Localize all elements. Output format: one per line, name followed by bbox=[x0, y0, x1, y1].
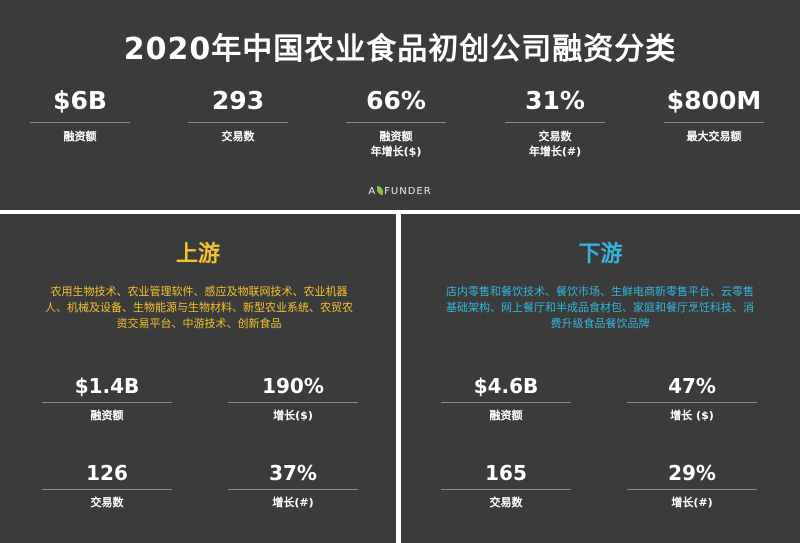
summary-section: 2020年中国农业食品初创公司融资分类 $6B 融资额 293 交易数 66% … bbox=[0, 0, 800, 210]
stat-value: 66% bbox=[366, 86, 426, 115]
downstream-metric-deals: 165 交易数 bbox=[441, 459, 571, 510]
page-title: 2020年中国农业食品初创公司融资分类 bbox=[123, 32, 677, 67]
leaf-icon bbox=[377, 186, 384, 195]
metric-label: 增长(#) bbox=[272, 496, 314, 509]
upstream-description: 农用生物技术、农业管理软件、感应及物联网技术、农业机器人、机械及设备、生物能源与… bbox=[45, 285, 353, 330]
stat-funding: $6B 融资额 bbox=[30, 84, 130, 144]
stat-divider bbox=[664, 122, 764, 123]
stat-funding-growth: 66% 融资额 年增长($) bbox=[346, 84, 446, 159]
metric-label: 融资额 bbox=[489, 409, 523, 422]
downstream-metric-funding-growth: 47% 增长 ($) bbox=[627, 372, 757, 423]
metric-label: 增长 ($) bbox=[670, 409, 714, 422]
metric-label: 增长($) bbox=[273, 409, 313, 422]
metric-divider bbox=[441, 402, 571, 403]
metric-value: 190% bbox=[262, 374, 324, 398]
stat-value: 31% bbox=[525, 86, 585, 115]
stat-largest-deal: $800M 最大交易额 bbox=[664, 84, 764, 144]
downstream-panel: 下游 店内零售和餐饮技术、餐饮市场、生鲜电商新零售平台、云零售基础架构、网上餐厅… bbox=[401, 214, 800, 543]
upstream-metric-deals: 126 交易数 bbox=[42, 459, 172, 510]
metric-value: 165 bbox=[485, 461, 527, 485]
stat-label: 交易数 bbox=[538, 130, 572, 143]
metric-label: 交易数 bbox=[90, 496, 124, 509]
upstream-panel: 上游 农用生物技术、农业管理软件、感应及物联网技术、农业机器人、机械及设备、生物… bbox=[0, 214, 396, 543]
stat-value: $6B bbox=[53, 86, 107, 115]
stat-label: 交易数 bbox=[221, 130, 255, 143]
logo-suffix: FUNDER bbox=[384, 186, 432, 197]
metric-label: 增长(#) bbox=[671, 496, 713, 509]
upstream-metric-deals-growth: 37% 增长(#) bbox=[228, 459, 358, 510]
stat-divider bbox=[188, 122, 288, 123]
metric-value: $4.6B bbox=[473, 374, 539, 398]
metric-divider bbox=[228, 489, 358, 490]
stat-deals-growth: 31% 交易数 年增长(#) bbox=[505, 84, 605, 159]
metric-divider bbox=[627, 489, 757, 490]
upstream-metric-funding-growth: 190% 增长($) bbox=[228, 372, 358, 423]
downstream-title: 下游 bbox=[578, 242, 623, 267]
metric-divider bbox=[42, 402, 172, 403]
stat-divider bbox=[505, 122, 605, 123]
downstream-metric-deals-growth: 29% 增长(#) bbox=[627, 459, 757, 510]
stat-deals: 293 交易数 bbox=[188, 84, 288, 144]
metric-divider bbox=[441, 489, 571, 490]
upstream-metric-funding: $1.4B 融资额 bbox=[42, 372, 172, 423]
agfunder-logo: A FUNDER bbox=[0, 186, 800, 197]
stat-divider bbox=[30, 122, 130, 123]
metric-value: 29% bbox=[668, 461, 716, 485]
stat-divider bbox=[346, 122, 446, 123]
stat-label: 融资额 bbox=[63, 130, 97, 143]
metric-label: 融资额 bbox=[90, 409, 124, 422]
metric-value: 37% bbox=[269, 461, 317, 485]
logo-prefix: A bbox=[368, 186, 377, 197]
downstream-metric-funding: $4.6B 融资额 bbox=[441, 372, 571, 423]
metric-value: 126 bbox=[86, 461, 128, 485]
upstream-title: 上游 bbox=[175, 242, 220, 267]
metric-divider bbox=[42, 489, 172, 490]
downstream-description: 店内零售和餐饮技术、餐饮市场、生鲜电商新零售平台、云零售基础架构、网上餐厅和半成… bbox=[446, 285, 754, 330]
stat-value: 293 bbox=[211, 86, 265, 115]
stat-value: $800M bbox=[666, 86, 762, 115]
stat-label-2: 年增长($) bbox=[370, 145, 422, 158]
metric-label: 交易数 bbox=[489, 496, 523, 509]
stat-label-2: 年增长(#) bbox=[528, 145, 582, 158]
metric-divider bbox=[228, 402, 358, 403]
stat-label: 最大交易额 bbox=[686, 130, 742, 143]
metric-divider bbox=[627, 402, 757, 403]
metric-value: 47% bbox=[668, 374, 716, 398]
metric-value: $1.4B bbox=[74, 374, 140, 398]
stat-label: 融资额 bbox=[379, 130, 413, 143]
